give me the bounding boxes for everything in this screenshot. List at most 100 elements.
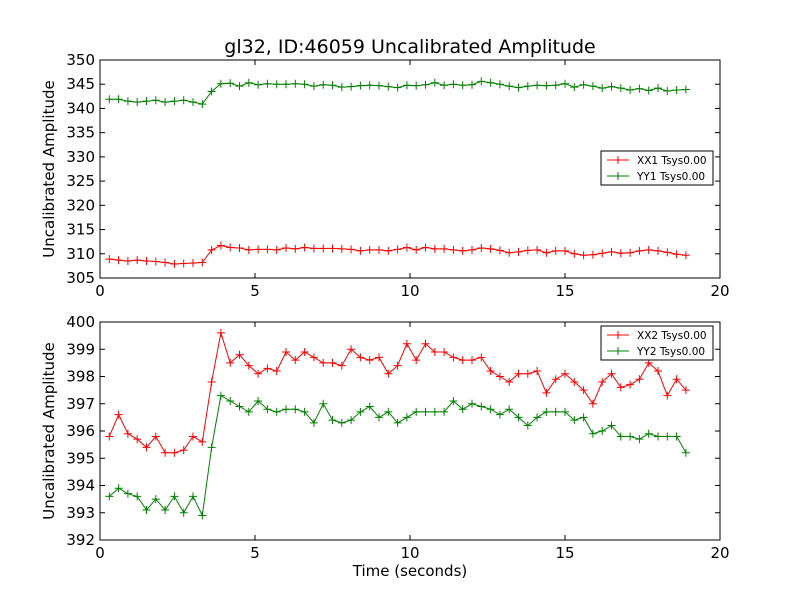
- top-ytick-label: 310: [66, 245, 95, 263]
- bottom-xtick-label: 0: [95, 544, 105, 562]
- top-data-point: [681, 251, 690, 260]
- top-data-point: [105, 255, 114, 264]
- top-ytick-label: 305: [66, 269, 95, 287]
- bottom-data-point: [393, 361, 402, 370]
- bottom-data-point: [235, 402, 244, 411]
- top-data-point: [430, 78, 439, 87]
- bottom-data-point: [393, 418, 402, 427]
- bottom-data-point: [254, 369, 263, 378]
- bottom-data-point: [681, 386, 690, 395]
- bottom-data-point: [356, 353, 365, 362]
- top-data-point: [123, 97, 132, 106]
- bottom-data-point: [551, 407, 560, 416]
- bottom-data-point: [672, 432, 681, 441]
- top-data-point: [337, 244, 346, 253]
- bottom-data-point: [495, 372, 504, 381]
- top-data-point: [514, 83, 523, 92]
- bottom-data-point: [114, 410, 123, 419]
- top-data-point: [421, 243, 430, 252]
- top-data-point: [207, 245, 216, 254]
- top-data-point: [226, 243, 235, 252]
- top-data-point: [216, 79, 225, 88]
- bottom-data-point: [626, 380, 635, 389]
- bottom-data-point: [375, 413, 383, 422]
- top-data-point: [189, 258, 197, 267]
- bottom-data-point: [300, 347, 309, 356]
- bottom-data-point: [579, 413, 588, 422]
- top-data-point: [114, 95, 123, 104]
- top-data-point: [272, 80, 281, 89]
- bottom-data-point: [337, 361, 346, 370]
- top-data-point: [579, 251, 588, 260]
- bottom-data-point: [588, 399, 597, 408]
- bottom-data-point: [226, 397, 235, 406]
- bottom-data-point: [495, 410, 504, 419]
- bottom-data-point: [365, 402, 374, 411]
- top-data-point: [644, 86, 653, 95]
- top-xtick-label: 5: [250, 282, 260, 300]
- bottom-legend-label-0: XX2 Tsys0.00: [637, 330, 707, 342]
- bottom-data-point: [514, 413, 523, 422]
- top-data-point: [328, 81, 337, 90]
- bottom-data-point: [412, 356, 421, 365]
- bottom-data-point: [663, 391, 672, 400]
- bottom-data-point: [561, 369, 569, 378]
- bottom-data-point: [291, 356, 300, 365]
- top-data-point: [263, 79, 272, 88]
- bottom-data-point: [440, 347, 449, 356]
- top-data-point: [114, 256, 123, 265]
- bottom-data-point: [598, 377, 607, 386]
- bottom-data-point: [644, 429, 653, 438]
- bottom-legend-marker-1: [614, 347, 622, 355]
- top-data-point: [672, 250, 681, 259]
- top-data-point: [356, 81, 365, 90]
- bottom-data-point: [402, 413, 411, 422]
- bottom-data-point: [347, 416, 356, 425]
- top-data-point: [588, 250, 597, 259]
- top-data-point: [151, 96, 160, 105]
- top-xtick-label: 0: [95, 282, 105, 300]
- top-data-point: [235, 243, 244, 252]
- top-data-point: [263, 245, 272, 254]
- bottom-chart-legend: XX2 Tsys0.00 YY2 Tsys0.00: [600, 325, 714, 361]
- bottom-data-point: [123, 429, 132, 438]
- bottom-data-point: [523, 369, 532, 378]
- top-data-point: [402, 81, 411, 90]
- top-data-point: [514, 247, 523, 256]
- top-data-point: [654, 84, 662, 93]
- bottom-data-point: [449, 397, 458, 406]
- top-data-point: [440, 244, 449, 253]
- bottom-data-point: [272, 367, 281, 376]
- bottom-data-point: [616, 432, 625, 441]
- bottom-data-point: [300, 407, 309, 416]
- top-data-point: [607, 82, 616, 91]
- bottom-legend-label-1: YY2 Tsys0.00: [636, 346, 705, 358]
- top-data-point: [216, 241, 225, 250]
- bottom-data-point: [319, 399, 328, 408]
- top-ytick-label: 315: [66, 221, 95, 239]
- top-data-point: [105, 95, 114, 104]
- top-data-point: [244, 78, 253, 87]
- bottom-data-point: [607, 421, 616, 430]
- bottom-data-point: [244, 407, 253, 416]
- top-data-point: [598, 84, 607, 93]
- bottom-ytick-label: 399: [66, 340, 95, 358]
- bottom-xtick-label: 5: [250, 544, 260, 562]
- top-ytick-label: 335: [66, 124, 95, 142]
- bottom-data-point: [272, 407, 281, 416]
- top-data-point: [347, 82, 356, 91]
- top-chart: Uncalibrated Amplitude 0 5 10 15 20 305 310 315…: [40, 51, 730, 300]
- top-data-point: [533, 81, 542, 90]
- bottom-legend-box: [600, 325, 714, 361]
- bottom-data-point: [468, 399, 476, 408]
- top-data-point: [384, 82, 393, 91]
- top-data-point: [123, 257, 132, 266]
- bottom-data-point: [402, 339, 411, 348]
- top-legend-marker-1: [614, 172, 622, 180]
- bottom-data-point: [170, 448, 179, 457]
- bottom-data-point: [477, 353, 486, 362]
- top-data-point: [384, 246, 393, 255]
- top-data-point: [402, 243, 411, 252]
- bottom-data-point: [189, 432, 197, 441]
- top-data-point: [486, 244, 495, 253]
